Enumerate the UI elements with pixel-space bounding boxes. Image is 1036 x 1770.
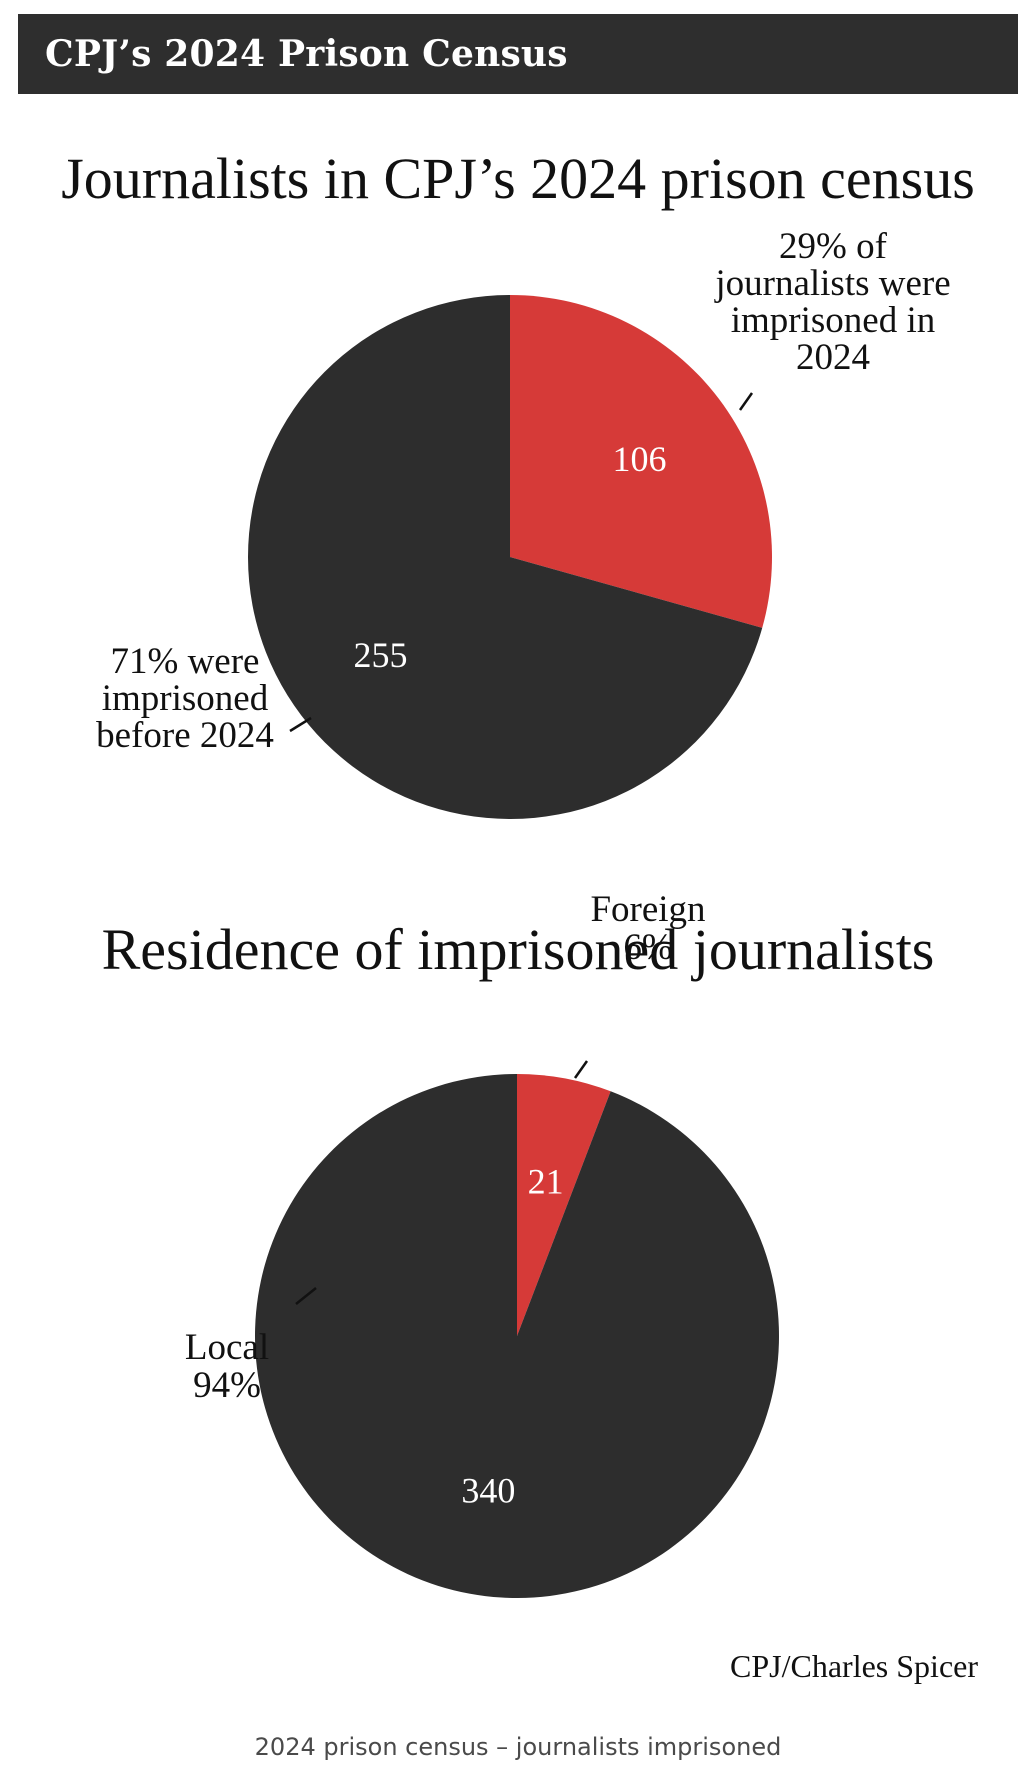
leader-line-residence-0 — [573, 1060, 589, 1079]
chart-title-residence: Residence of imprisoned journalists — [101, 917, 935, 982]
slice-value-residence-1: 340 — [461, 1471, 515, 1511]
pie-slice-residence-0 — [517, 1074, 611, 1336]
caption: 2024 prison census – journalists impriso… — [254, 1733, 782, 1761]
pie-chart-census: 106 29% of journalists were imprisoned in 20… — [96, 226, 951, 819]
pie-slice-residence-1 — [255, 1074, 780, 1598]
slice-label-residence-1: Local 94% — [185, 1327, 269, 1406]
photo-credit: CPJ/Charles Spicer — [730, 1648, 978, 1684]
leader-line-residence-1 — [295, 1287, 317, 1305]
header-title: CPJ’s 2024 Prison Census — [45, 33, 568, 75]
pie-slice-census-1 — [247, 295, 763, 819]
pie-chart-residence: 21 Foreign 6% 340 Local 94% — [185, 889, 780, 1598]
pie-slice-census-0 — [510, 295, 772, 628]
slice-label-residence-0: Foreign 6% — [590, 889, 705, 968]
leader-line-census-0 — [738, 392, 754, 411]
chart-title-census: Journalists in CPJ’s 2024 prison census — [61, 146, 975, 211]
slice-label-census-0: 29% of journalists were imprisoned in 2024 — [713, 226, 950, 378]
slice-value-census-0: 106 — [612, 439, 666, 479]
slice-value-census-1: 255 — [354, 635, 408, 675]
slice-label-census-1: 71% were imprisoned before 2024 — [96, 641, 274, 756]
leader-line-census-1 — [289, 716, 312, 733]
header-bar: CPJ’s 2024 Prison Census — [18, 14, 1018, 94]
slice-value-residence-0: 21 — [528, 1161, 564, 1201]
